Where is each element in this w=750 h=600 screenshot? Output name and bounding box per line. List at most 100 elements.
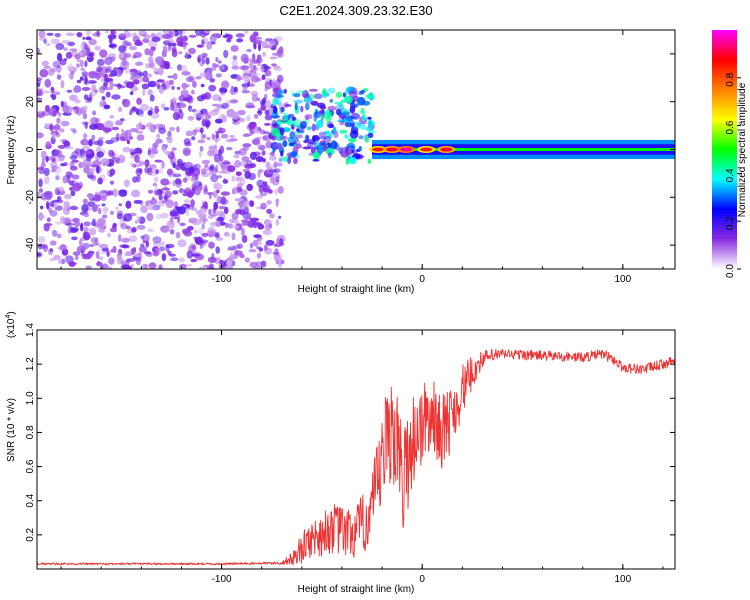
spectral-blob: [205, 121, 210, 129]
spectral-blob: [84, 150, 92, 155]
spectral-blob: [89, 123, 98, 130]
colorbar-ticks: 0.0 0.2 0.4 0.6 0.8: [725, 72, 741, 278]
spectral-blob: [51, 165, 60, 170]
spectral-blob: [95, 122, 105, 131]
spectral-blob: [45, 141, 51, 147]
spectral-blob: [221, 80, 230, 89]
y-tick-label: 20: [25, 96, 36, 108]
spectral-blob: [272, 147, 276, 153]
spectral-blob: [109, 115, 115, 119]
spectral-blob: [142, 240, 147, 244]
spectral-blob: [181, 82, 188, 90]
spectral-blob: [120, 60, 130, 69]
spectral-blob: [198, 227, 203, 235]
spectral-blob: [246, 115, 251, 122]
spectral-blob: [264, 45, 273, 49]
spectral-blob: [156, 133, 161, 140]
spectral-blob: [138, 246, 147, 253]
snr-y-ticks: 0.2 0.4 0.6 0.8 1.0 1.2 1.4: [25, 323, 675, 542]
spectral-blob: [161, 253, 167, 262]
spectral-blob: [158, 86, 164, 94]
spectral-blob: [207, 256, 217, 264]
spectral-blob: [274, 188, 279, 195]
carrier-peak-core: [386, 147, 399, 152]
spectral-blob: [224, 222, 229, 228]
spectral-blob: [199, 127, 204, 134]
spectral-blob: [90, 117, 99, 125]
spectral-blob: [62, 101, 67, 106]
spectral-blob: [37, 97, 43, 102]
spectral-blob: [210, 174, 219, 183]
spectral-blob: [118, 189, 128, 197]
spectral-blob: [133, 199, 143, 204]
spectral-blob: [259, 169, 263, 173]
spectral-blob: [312, 158, 320, 162]
spectral-blob: [55, 175, 60, 181]
spectral-blob: [102, 214, 108, 219]
spectral-blob: [162, 146, 166, 153]
spectral-blob: [82, 112, 88, 120]
spectral-blob: [128, 258, 136, 262]
spectral-blob: [100, 192, 107, 196]
spectral-blob: [182, 36, 188, 42]
spectral-blob: [147, 89, 153, 96]
spectral-blob: [139, 168, 143, 174]
spectral-blob: [190, 258, 198, 263]
spectral-blob: [128, 45, 137, 51]
spectral-blob: [94, 89, 98, 94]
spectral-blob: [158, 246, 166, 252]
spectral-blob: [44, 78, 52, 88]
spectral-blob: [204, 71, 211, 80]
spectral-blob: [81, 71, 89, 77]
spectral-blob: [63, 200, 70, 210]
spectral-blob: [213, 182, 221, 190]
spectral-blob: [240, 227, 245, 236]
colorbar-gradient: [712, 30, 737, 269]
spectral-blob: [44, 122, 51, 129]
spectral-blob: [208, 84, 217, 92]
colorbar-tick-label: 0.6: [725, 120, 736, 134]
spectral-blob: [123, 30, 131, 39]
spectral-blob: [163, 107, 170, 111]
spectral-blob: [118, 203, 123, 207]
spectral-blob: [146, 122, 154, 130]
spectral-blob: [94, 237, 99, 245]
spectral-blob: [201, 159, 211, 165]
spectral-blob: [186, 225, 194, 231]
spectral-blob: [65, 223, 75, 226]
spectral-blob: [131, 106, 137, 112]
spectral-blob: [136, 134, 145, 141]
spectral-blob: [262, 229, 272, 236]
spectral-blob: [219, 145, 225, 154]
spectral-blob: [43, 223, 50, 232]
spectral-blob: [348, 90, 358, 99]
spectral-blob: [171, 147, 177, 151]
spectral-blob: [259, 192, 268, 197]
spectral-blob: [179, 222, 186, 226]
spectral-blob: [99, 100, 105, 108]
spectral-blob: [162, 30, 171, 34]
spectral-blob: [311, 123, 316, 132]
snr-panel: -100 0 100 0.2 0.4 0.6 0.8 1.0 1.2 1.4 Height of…: [5, 311, 676, 595]
spectral-blob: [70, 127, 76, 132]
spectral-blob: [275, 162, 283, 167]
spectral-blob: [215, 73, 222, 78]
spectral-blob: [236, 74, 242, 82]
spectral-blob: [319, 136, 327, 140]
spectral-blob: [105, 139, 114, 145]
spectral-blob: [134, 154, 140, 164]
spectral-blob: [278, 157, 283, 162]
spectral-blob: [86, 154, 92, 162]
spectral-blob: [260, 202, 267, 210]
spectral-blob: [144, 79, 150, 83]
spectral-blob: [364, 135, 370, 144]
spectral-blob: [148, 262, 157, 269]
spectral-blob: [323, 143, 327, 152]
spectral-blob: [100, 250, 107, 254]
spectral-blob: [141, 83, 150, 90]
spectral-blob: [53, 149, 63, 157]
spectral-blob: [80, 67, 86, 72]
spectral-blob: [179, 103, 187, 109]
spectral-blob: [213, 153, 221, 163]
spectral-blob: [171, 85, 175, 90]
